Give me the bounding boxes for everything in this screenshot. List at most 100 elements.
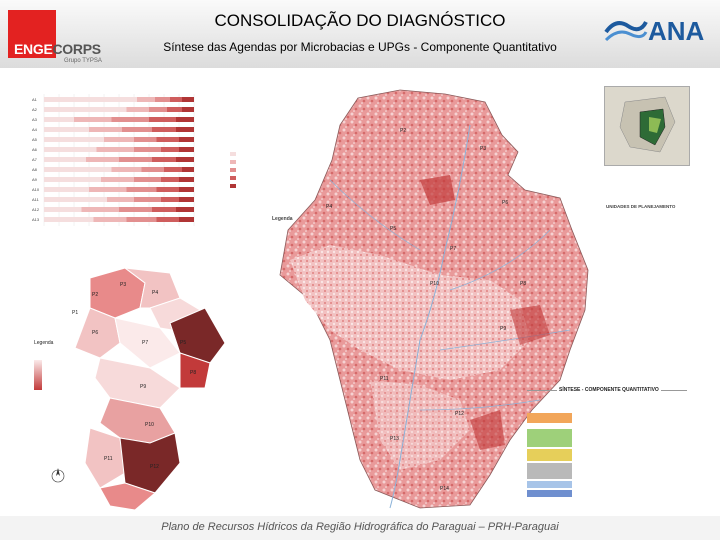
main-map-label: P8 [520,281,526,287]
main-map-label: P13 [390,436,399,442]
upg-region-p8 [179,352,211,389]
upg-region-p9 [94,357,181,409]
darker-cluster-2 [510,305,550,345]
bar-chart-segment [164,167,182,172]
upg-legend-ramp [34,360,42,390]
bar-chart-category-label: A5 [32,137,38,142]
bar-chart-segment [44,107,127,112]
upg-map-panel: Legenda P1 P2 P3 P4 P5 P6 P7 P8 P9 P10 P11 P12 [30,248,240,513]
upg-map-label: P10 [145,422,154,428]
table-row-agenda-4 [527,463,687,479]
table-agenda-4-cell [527,463,572,479]
bar-chart-legend-swatch [230,160,236,164]
bar-chart-segment [44,217,94,222]
upg-map-label: P8 [190,370,196,376]
slide-footer: Plano de Recursos Hídricos da Região Hid… [161,521,559,533]
darker-cluster-1 [420,175,455,205]
table-agenda-6-cell [527,490,572,497]
bar-chart-category-label: A2 [32,107,38,112]
engecorps-logo-sub: Grupo TYPSA [64,58,102,64]
main-map-label: P9 [500,326,506,332]
upg-list-title: UNIDADES DE PLANEJAMENTO [606,204,676,209]
main-map-label: P2 [400,128,406,134]
bar-chart-category-label: A7 [32,157,38,162]
bar-chart-segment [161,197,179,202]
bar-chart-category-label: A9 [32,177,38,182]
table-row-agenda-2 [527,429,687,447]
bar-chart-segment [119,157,152,162]
bar-chart-segment [155,97,170,102]
main-map-label: P10 [430,281,439,287]
bar-chart-segment [179,137,194,142]
main-map-label: P6 [502,200,508,206]
bar-chart-segment [89,127,122,132]
locator-inset-map [604,86,690,166]
upg-region-p6 [74,307,121,359]
bar-chart-segment [134,177,161,182]
bar-chart-category-label: A3 [32,117,38,122]
bar-chart-segment [126,217,157,222]
upg-map-label: P3 [120,282,126,288]
upg-region-p13 [99,482,156,511]
engecorps-logo-text: ENGECORPS [14,41,101,57]
ana-logo: ANA [604,12,712,52]
bar-chart-segment [93,217,127,222]
bar-chart-segment [149,107,167,112]
bar-chart-segment [44,177,101,182]
bar-chart-segment [44,197,107,202]
bar-chart-panel: A1 A2 A3 A4 A5 A6 A7 A8 A9 A10 A11 A12 A13 [30,82,270,232]
bar-chart-segment [126,107,149,112]
bar-chart-segment [134,137,157,142]
bar-chart-segment [167,107,182,112]
table-row-agenda-5 [527,481,687,492]
bar-chart-segment [170,97,182,102]
bar-chart-segment [182,97,194,102]
table-row-agenda-6 [527,490,687,501]
upg-region-p7 [114,317,181,369]
river-trib-3 [439,329,571,351]
bar-chart-segment [44,157,86,162]
upg-map-label: P4 [152,290,158,296]
ana-wave-icon [604,21,648,42]
main-map-label: P5 [390,226,396,232]
bar-chart-category-label: A11 [32,197,40,202]
bar-chart-segment [44,127,89,132]
upg-map-label: P6 [92,330,98,336]
bar-chart-segment [111,167,142,172]
ana-logo-text: ANA [648,16,705,46]
bar-chart-segment [176,117,194,122]
bar-chart-segment [149,117,176,122]
bar-chart-segment [44,167,112,172]
pantanal-lowland [290,245,530,380]
bar-chart-category-label: A8 [32,167,38,172]
bar-chart-segment [44,207,82,212]
footer-band [0,516,720,540]
bar-chart-segment [156,137,179,142]
upg-map-label: P2 [92,292,98,298]
upg-map: Legenda P1 P2 P3 P4 P5 P6 P7 P8 P9 P10 P11 P12 [34,267,226,511]
bar-chart-segment [126,187,157,192]
bar-chart-category-label: A12 [32,207,40,212]
upg-map-label: P1 [72,310,78,316]
bar-chart-segment [74,117,112,122]
bar-chart-segment [44,187,89,192]
locator-map [605,87,689,165]
table-row-agenda-3 [527,449,687,461]
bar-chart-segment [161,177,179,182]
bar-chart-segment [134,147,161,152]
river-trib-1 [329,179,421,251]
north-arrow-icon [51,468,65,483]
bar-chart-segment [176,127,194,132]
slide-header: ENGECORPS Grupo TYPSA CONSOLIDAÇÃO DO DI… [0,0,720,68]
bar-chart-segment [86,157,119,162]
bar-chart-segment [179,187,194,192]
engecorps-logo-part-a: ENGE [14,41,53,57]
bar-chart-segment [152,127,176,132]
bar-chart-segment [152,157,176,162]
main-map-label: P7 [450,246,456,252]
bar-chart-segment [179,147,194,152]
bar-chart-segment [182,107,194,112]
main-map-label: P3 [480,146,486,152]
bar-chart-segment [141,167,164,172]
table-agenda-1-cell [527,413,572,423]
